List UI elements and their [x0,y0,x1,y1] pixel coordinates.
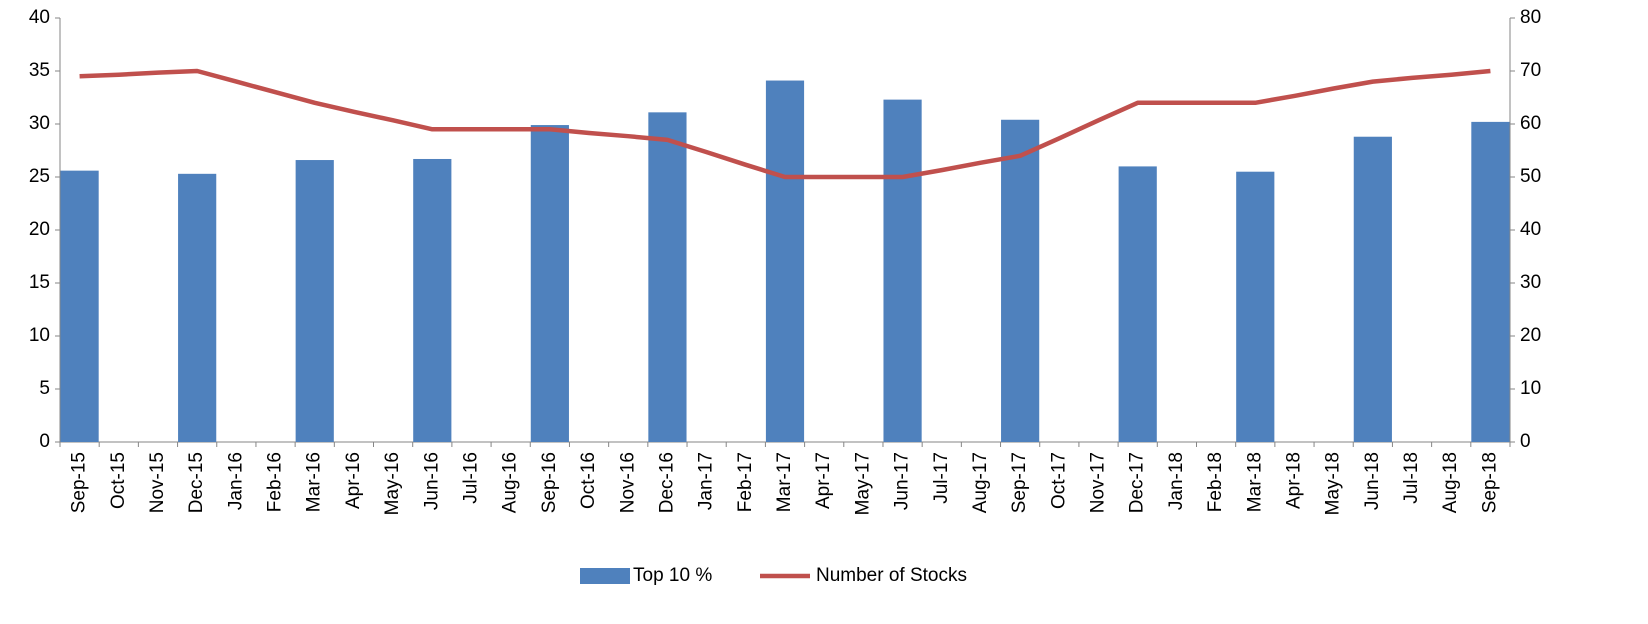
y-tick-label: 5 [39,378,50,399]
bar [1236,171,1275,442]
bar [60,170,99,442]
y-tick-label: 15 [29,272,50,293]
x-tick-label: Jul-18 [1401,452,1422,504]
x-tick-label: Mar-16 [304,452,325,512]
y-tick-label: 30 [29,113,50,134]
y-tick-label: 35 [29,60,50,81]
bar [648,112,687,442]
x-tick-label: Sep-15 [69,452,90,513]
x-tick-label: Aug-16 [500,452,521,513]
y-tick-label: 25 [29,166,50,187]
y-tick-label: 0 [39,431,50,452]
x-tick-label: Dec-17 [1127,452,1148,513]
bar [1353,136,1392,442]
bar [1471,121,1510,442]
bar [413,158,452,443]
x-tick-label: May-16 [382,452,403,515]
bar [530,125,569,442]
y2-tick-label: 70 [1520,60,1541,81]
x-tick-label: Oct-16 [578,452,599,509]
bar [178,173,217,442]
x-tick-label: Apr-17 [813,452,834,509]
y2-tick-label: 30 [1520,272,1541,293]
x-tick-label: Jun-16 [421,452,442,510]
x-tick-label: Nov-15 [147,452,168,513]
y-tick-label: 40 [29,7,50,28]
legend-label: Top 10 % [633,565,712,586]
bar [295,160,334,443]
x-tick-label: Jan-18 [1166,452,1187,510]
legend-label: Number of Stocks [816,565,967,586]
x-tick-label: Aug-17 [970,452,991,513]
x-tick-label: Sep-16 [539,452,560,513]
x-tick-label: Feb-17 [735,452,756,512]
y-tick-label: 20 [29,219,50,240]
x-tick-label: Dec-16 [656,452,677,513]
x-tick-label: Feb-16 [265,452,286,512]
x-tick-label: Jan-17 [696,452,717,510]
x-tick-label: Jan-16 [225,452,246,510]
y2-tick-label: 10 [1520,378,1541,399]
y2-tick-label: 40 [1520,219,1541,240]
x-tick-label: Jul-16 [461,452,482,504]
legend-swatch [580,568,630,584]
x-tick-label: Jul-17 [931,452,952,504]
x-tick-label: Oct-17 [1048,452,1069,509]
y-tick-label: 10 [29,325,50,346]
y2-tick-label: 0 [1520,431,1531,452]
y2-tick-label: 50 [1520,166,1541,187]
bar [1001,119,1040,442]
x-tick-label: Nov-17 [1088,452,1109,513]
x-tick-label: Apr-16 [343,452,364,509]
bar [883,99,922,443]
x-tick-label: Oct-15 [108,452,129,509]
x-tick-label: May-17 [852,452,873,515]
bar [765,80,805,442]
x-tick-label: Dec-15 [186,452,207,513]
x-tick-label: Sep-17 [1009,452,1030,513]
x-tick-label: May-18 [1323,452,1344,515]
x-tick-label: Mar-17 [774,452,795,512]
x-tick-label: Sep-18 [1479,452,1500,513]
x-tick-label: Aug-18 [1440,452,1461,513]
x-tick-label: Jun-17 [892,452,913,510]
x-tick-label: Mar-18 [1244,452,1265,512]
line [79,68,1491,180]
bar [1118,166,1157,442]
x-tick-label: Nov-16 [617,452,638,513]
y2-tick-label: 20 [1520,325,1541,346]
y2-tick-label: 60 [1520,113,1541,134]
x-tick-label: Jun-18 [1362,452,1383,510]
y2-tick-label: 80 [1520,7,1541,28]
x-tick-label: Feb-18 [1205,452,1226,512]
x-tick-label: Apr-18 [1283,452,1304,509]
